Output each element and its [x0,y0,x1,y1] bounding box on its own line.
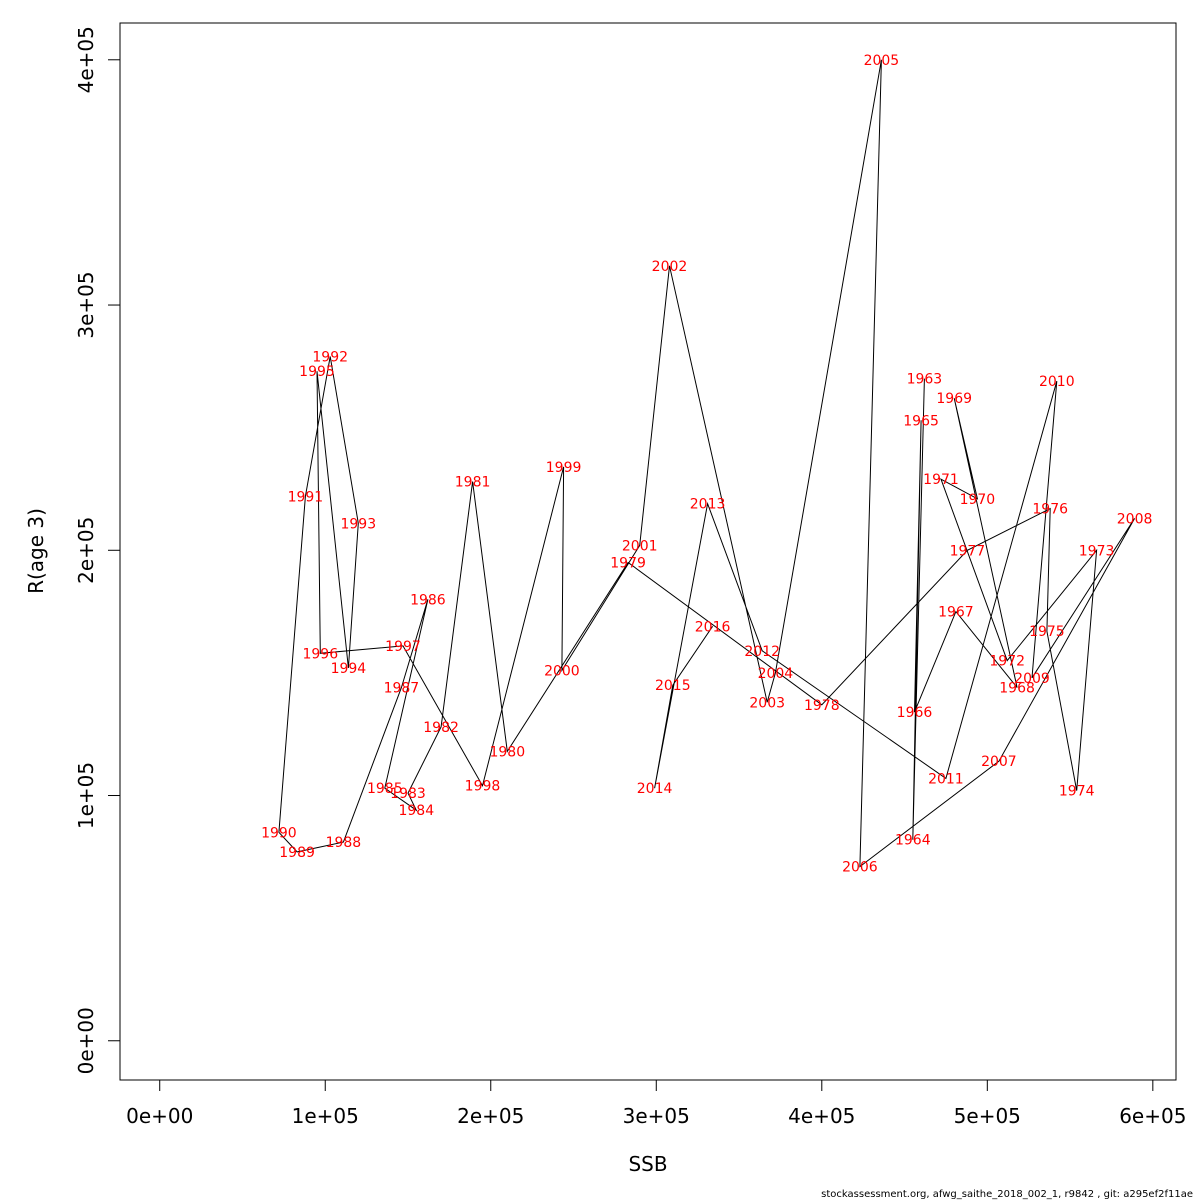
point-label-1973: 1973 [1079,543,1115,559]
point-label-1965: 1965 [903,413,939,429]
y-axis-title: R(age 3) [24,508,48,594]
point-label-2014: 2014 [637,781,673,797]
x-tick-label: 2e+05 [457,1104,524,1128]
point-label-1989: 1989 [279,845,315,861]
point-label-1978: 1978 [804,698,840,714]
point-label-2009: 2009 [1014,671,1050,687]
point-label-1974: 1974 [1059,784,1095,800]
x-tick-label: 6e+05 [1119,1104,1186,1128]
point-label-1994: 1994 [331,661,367,677]
point-label-1963: 1963 [907,372,943,388]
x-axis: 0e+00 1e+05 2e+05 3e+05 4e+05 5e+05 6e+05 [126,1079,1186,1128]
x-tick-label: 1e+05 [292,1104,359,1128]
point-label-2016: 2016 [695,619,731,635]
point-label-2011: 2011 [928,771,964,787]
point-label-1967: 1967 [938,605,974,621]
point-label-1987: 1987 [384,681,420,697]
point-label-2012: 2012 [744,644,780,660]
point-label-1966: 1966 [897,705,933,721]
point-label-1983: 1983 [390,786,426,802]
point-label-2003: 2003 [749,695,785,711]
point-label-1984: 1984 [398,803,434,819]
point-label-1985: 1985 [367,781,403,797]
point-label-1980: 1980 [489,744,525,760]
point-label-1997: 1997 [385,639,421,655]
point-label-1999: 1999 [546,460,582,476]
y-tick-label: 1e+05 [74,762,98,829]
footer-text: stockassessment.org, afwg_saithe_2018_00… [821,1189,1193,1200]
point-label-1991: 1991 [288,489,324,505]
x-tick-label: 0e+00 [126,1104,193,1128]
point-label-1972: 1972 [989,654,1025,670]
point-label-2013: 2013 [690,497,726,513]
y-axis: 0e+00 1e+05 2e+05 3e+05 4e+05 [74,26,121,1074]
point-label-1995: 1995 [299,364,335,380]
point-label-2004: 2004 [758,666,794,682]
point-label-1979: 1979 [610,556,646,572]
point-label-1977: 1977 [950,543,986,559]
y-tick-label: 3e+05 [74,271,98,338]
y-tick-label: 0e+00 [74,1007,98,1074]
point-label-2015: 2015 [655,678,691,694]
point-label-1970: 1970 [960,492,996,508]
point-label-2005: 2005 [864,53,900,69]
point-label-1969: 1969 [936,391,972,407]
point-label-2007: 2007 [981,754,1017,770]
y-tick-label: 4e+05 [74,26,98,93]
point-label-2000: 2000 [544,663,580,679]
point-label-1996: 1996 [302,646,338,662]
point-label-2010: 2010 [1039,374,1075,390]
point-label-1982: 1982 [423,720,459,736]
point-label-1992: 1992 [312,350,348,366]
point-label-1990: 1990 [261,825,297,841]
point-label-1968: 1968 [999,681,1035,697]
point-label-1975: 1975 [1029,624,1065,640]
point-label-1976: 1976 [1032,502,1068,518]
x-tick-label: 3e+05 [623,1104,690,1128]
y-tick-label: 2e+05 [74,517,98,584]
point-label-2006: 2006 [842,860,878,876]
x-tick-label: 5e+05 [954,1104,1021,1128]
point-label-2001: 2001 [622,538,658,554]
point-label-1988: 1988 [326,835,362,851]
point-label-1998: 1998 [465,779,501,795]
point-label-1971: 1971 [923,472,959,488]
point-label-1993: 1993 [340,516,376,532]
point-label-1986: 1986 [410,592,446,608]
x-axis-title: SSB [628,1152,667,1176]
point-label-2008: 2008 [1117,511,1153,527]
series-line [278,59,1136,868]
point-label-2002: 2002 [652,259,688,275]
point-label-1964: 1964 [895,833,931,849]
x-tick-label: 4e+05 [788,1104,855,1128]
point-label-1981: 1981 [455,475,491,491]
